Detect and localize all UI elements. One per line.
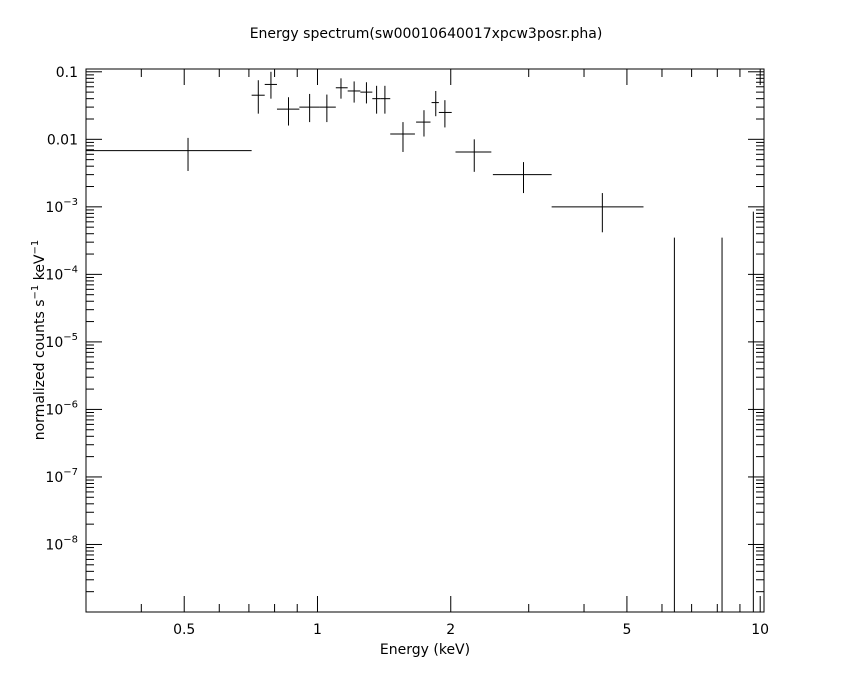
y-tick-label: 10−3 bbox=[45, 197, 78, 216]
y-tick-label: 0.1 bbox=[56, 65, 78, 81]
data-points bbox=[86, 71, 754, 612]
data-point bbox=[431, 90, 439, 117]
x-tick-label: 2 bbox=[446, 622, 455, 638]
x-axis-ticks bbox=[85, 69, 761, 612]
data-point bbox=[319, 94, 336, 123]
x-tick-label: 10 bbox=[751, 622, 769, 638]
data-point bbox=[551, 193, 644, 233]
data-point bbox=[264, 71, 277, 99]
data-point bbox=[251, 80, 265, 114]
data-point bbox=[438, 100, 452, 128]
data-point bbox=[380, 85, 391, 114]
data-point bbox=[335, 78, 348, 99]
y-tick-label: 10−5 bbox=[45, 332, 78, 351]
plot-frame bbox=[85, 68, 765, 613]
data-point bbox=[276, 97, 300, 126]
y-tick-label: 0.01 bbox=[47, 132, 78, 148]
y-axis-label-prefix: normalized counts s bbox=[32, 299, 48, 440]
y-axis-ticks bbox=[86, 71, 764, 613]
data-point bbox=[360, 82, 373, 104]
y-tick-label: 10−6 bbox=[45, 399, 78, 418]
x-axis-label: Energy (keV) bbox=[380, 642, 470, 658]
y-axis-label-exponent-1: −1 bbox=[30, 285, 41, 300]
y-axis-label-exponent-2: −1 bbox=[30, 240, 41, 255]
data-point bbox=[299, 93, 320, 123]
data-point bbox=[86, 137, 252, 171]
x-axis-tick-labels: 0.5 1 2 5 10 bbox=[173, 622, 769, 638]
x-tick-label: 0.5 bbox=[173, 622, 195, 638]
y-axis-label-middle: keV bbox=[32, 254, 48, 285]
y-tick-label: 10−4 bbox=[45, 264, 78, 283]
data-point bbox=[390, 122, 415, 152]
x-tick-label: 5 bbox=[622, 622, 631, 638]
y-tick-label: 10−8 bbox=[45, 534, 78, 553]
data-point bbox=[416, 110, 431, 137]
y-tick-label: 10−7 bbox=[45, 467, 78, 486]
x-tick-label: 1 bbox=[313, 622, 322, 638]
data-point bbox=[455, 139, 492, 172]
data-point bbox=[372, 85, 381, 114]
data-point bbox=[492, 162, 552, 194]
y-axis-label: normalized counts s−1 keV−1 bbox=[30, 240, 48, 441]
chart-title: Energy spectrum(sw00010640017xpcw3posr.p… bbox=[250, 26, 603, 42]
y-axis-tick-labels: 0.1 0.01 10−3 10−4 10−5 10−6 10−7 10−8 bbox=[45, 65, 78, 554]
data-point bbox=[347, 81, 361, 103]
